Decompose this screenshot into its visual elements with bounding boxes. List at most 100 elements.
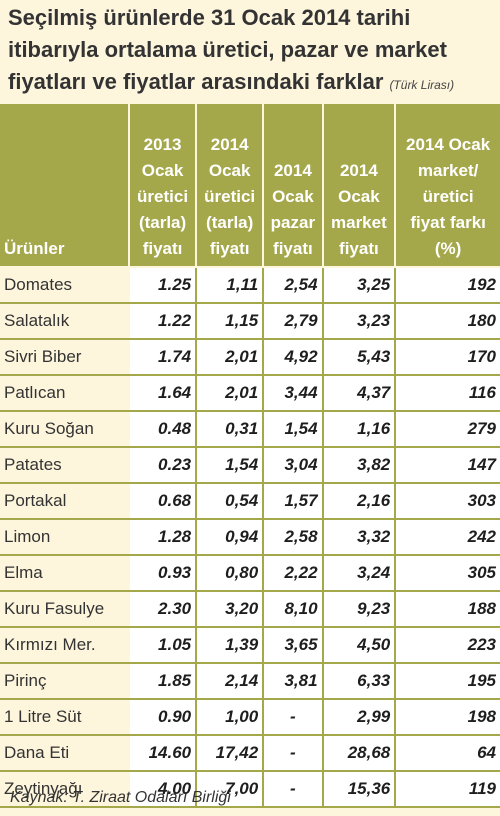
column-header-line: üretici (137, 187, 189, 206)
value-cell-uretici_2014: 2,01 (197, 340, 265, 376)
table-row: Pirinç 1.85 2,14 3,81 6,33 195 (0, 664, 500, 700)
value-cell-market_2014: 28,68 (323, 736, 397, 772)
value-cell-pazar_2014: 2,22 (264, 556, 324, 592)
table-row: Patlıcan 1.64 2,01 3,44 4,37 116 (0, 376, 500, 412)
unit-label: (Türk Lirası) (389, 78, 455, 92)
value-cell-fark: 303 (396, 484, 500, 520)
column-header-uretici_2013: 2013 Ocak üretici (tarla) fiyatı (130, 104, 198, 268)
table-row: Kuru Soğan 0.48 0,31 1,54 1,16 279 (0, 412, 500, 448)
value-cell-pazar_2014: - (264, 772, 324, 808)
column-header-line: fiyat farkı (410, 213, 486, 232)
column-header-line: 2014 (339, 161, 378, 180)
table-row: Domates 1.25 1,11 2,54 3,25 192 (0, 268, 500, 304)
value-cell-market_2014: 3,82 (323, 448, 397, 484)
value-cell-uretici_2013: 0.68 (130, 484, 198, 520)
table-row: Kırmızı Mer. 1.05 1,39 3,65 4,50 223 (0, 628, 500, 664)
product-name-cell: Dana Eti (0, 736, 130, 772)
table-row: Kuru Fasulye 2.30 3,20 8,10 9,23 188 (0, 592, 500, 628)
product-name-cell: Kuru Soğan (0, 412, 130, 448)
product-name-cell: Patlıcan (0, 376, 130, 412)
column-header-line: fiyatı (339, 239, 379, 258)
column-header-line: fiyatı (273, 239, 313, 258)
value-cell-uretici_2014: 0,80 (197, 556, 265, 592)
column-header-line: Ocak (272, 187, 314, 206)
value-cell-uretici_2013: 0.48 (130, 412, 198, 448)
value-cell-uretici_2013: 1.85 (130, 664, 198, 700)
column-header-line: Ürünler (4, 239, 65, 258)
column-header-line: 2013 (143, 135, 182, 154)
value-cell-uretici_2014: 1,39 (197, 628, 265, 664)
table-row: Salatalık 1.22 1,15 2,79 3,23 180 (0, 304, 500, 340)
value-cell-uretici_2014: 3,20 (197, 592, 265, 628)
value-cell-market_2014: 1,16 (323, 412, 397, 448)
value-cell-market_2014: 2,99 (323, 700, 397, 736)
value-cell-fark: 188 (396, 592, 500, 628)
value-cell-fark: 192 (396, 268, 500, 304)
source-note: Kaynak: T. Ziraat Odaları Birliği (10, 789, 231, 806)
title-line-2: itibarıyla ortalama üretici, pazar ve ma… (8, 37, 447, 62)
value-cell-fark: 223 (396, 628, 500, 664)
value-cell-uretici_2013: 1.25 (130, 268, 198, 304)
column-header-line: (tarla) (206, 213, 254, 232)
value-cell-pazar_2014: 3,81 (264, 664, 324, 700)
title-line-3-text: fiyatları ve fiyatlar arasındaki farklar (8, 69, 384, 94)
value-cell-uretici_2013: 1.74 (130, 340, 198, 376)
column-header-line: Ocak (338, 187, 380, 206)
column-header-line: market (331, 213, 387, 232)
value-cell-uretici_2013: 1.05 (130, 628, 198, 664)
product-name-cell: Zeytinyağı (0, 772, 130, 808)
value-cell-market_2014: 6,33 (323, 664, 397, 700)
column-header-fark: 2014 Ocak market/üretici fiyat farkı (%) (396, 104, 500, 268)
value-cell-uretici_2014: 0,31 (197, 412, 265, 448)
value-cell-fark: 279 (396, 412, 500, 448)
column-header-line: 2014 Ocak (406, 135, 491, 154)
value-cell-market_2014: 4,50 (323, 628, 397, 664)
value-cell-pazar_2014: 4,92 (264, 340, 324, 376)
product-name-cell: Pirinç (0, 664, 130, 700)
column-header-line: üretici (204, 187, 256, 206)
column-header-urun: Ürünler (0, 104, 130, 268)
column-header-line: market/ (417, 161, 479, 180)
product-name-cell: Limon (0, 520, 130, 556)
table-row: Zeytinyağı 4.00 7,00-15,36 119 (0, 772, 500, 808)
value-cell-uretici_2013: 2.30 (130, 592, 198, 628)
table-row: Dana Eti 14.60 17,42-28,68 64 (0, 736, 500, 772)
value-cell-market_2014: 3,25 (323, 268, 397, 304)
value-cell-uretici_2014: 0,54 (197, 484, 265, 520)
value-cell-uretici_2014: 2,01 (197, 376, 265, 412)
value-cell-fark: 119 (396, 772, 500, 808)
table-header: Ürünler 2013 Ocak üretici (tarla) fiyatı 2014 O… (0, 104, 500, 268)
column-header-line: (%) (434, 239, 462, 258)
title-line-3: fiyatları ve fiyatlar arasındaki farklar… (8, 66, 498, 101)
column-header-line: fiyatı (142, 239, 183, 258)
value-cell-uretici_2013: 1.64 (130, 376, 198, 412)
value-cell-uretici_2013: 14.60 (130, 736, 198, 772)
column-header-line: üretici (422, 187, 474, 206)
column-header-market_2014: 2014 Ocak market fiyatı (323, 104, 397, 268)
column-header-line: pazar (270, 213, 316, 232)
table-row: Sivri Biber 1.74 2,01 4,92 5,43 170 (0, 340, 500, 376)
column-header-uretici_2014: 2014 Ocak üretici (tarla) fiyatı (197, 104, 265, 268)
product-name-cell: Kırmızı Mer. (0, 628, 130, 664)
value-cell-fark: 64 (396, 736, 500, 772)
value-cell-market_2014: 3,24 (323, 556, 397, 592)
value-cell-pazar_2014: - (264, 736, 324, 772)
table-row: Limon 1.28 0,94 2,58 3,32 242 (0, 520, 500, 556)
value-cell-market_2014: 15,36 (323, 772, 397, 808)
value-cell-market_2014: 5,43 (323, 340, 397, 376)
table-row: Elma 0.93 0,80 2,22 3,24 305 (0, 556, 500, 592)
column-header-line: Ocak (208, 161, 251, 180)
value-cell-uretici_2013: 0.90 (130, 700, 198, 736)
value-cell-uretici_2014: 1,15 (197, 304, 265, 340)
column-header-line: Ocak (141, 161, 184, 180)
value-cell-uretici_2014: 0,94 (197, 520, 265, 556)
value-cell-fark: 198 (396, 700, 500, 736)
column-header-line: 2014 (210, 135, 249, 154)
value-cell-fark: 116 (396, 376, 500, 412)
product-name-cell: Sivri Biber (0, 340, 130, 376)
table-row: 1 Litre Süt 0.90 1,00-2,99 198 (0, 700, 500, 736)
value-cell-pazar_2014: 2,58 (264, 520, 324, 556)
product-name-cell: Patates (0, 448, 130, 484)
table-body: Domates 1.25 1,11 2,54 3,25 192 Salatalık 1.22 1… (0, 268, 500, 808)
value-cell-fark: 180 (396, 304, 500, 340)
